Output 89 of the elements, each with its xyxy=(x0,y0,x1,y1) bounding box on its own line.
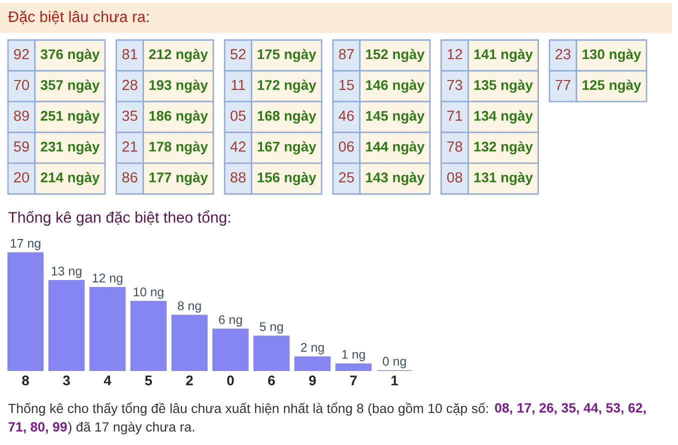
data-label: 13 ng xyxy=(52,266,82,278)
data-label: 0 ng xyxy=(382,356,406,368)
bar xyxy=(294,356,331,371)
data-label: 193 ngày xyxy=(149,80,208,93)
category-label: 46 xyxy=(338,110,354,121)
x-tick-label: 7 xyxy=(350,376,357,386)
data-label: 132 ngày xyxy=(474,141,533,154)
category-label: 81 xyxy=(122,48,138,60)
data-label: 186 ngày xyxy=(149,110,208,124)
data-label: 141 ngày xyxy=(474,48,533,62)
data-label: 134 ngày xyxy=(474,110,533,124)
category-label: 21 xyxy=(122,141,138,152)
data-label: 172 ngày xyxy=(258,80,316,93)
category-label: 25 xyxy=(339,172,354,183)
text: 71, 80, 99 xyxy=(8,422,67,434)
category-label: 42 xyxy=(230,141,246,152)
category-label: 06 xyxy=(338,141,354,152)
x-tick-label: 4 xyxy=(104,376,112,386)
category-label: 77 xyxy=(556,80,570,90)
chart-title: Thống kê gan đặc biệt theo tổng: xyxy=(8,210,230,226)
data-label: 251 ngày xyxy=(40,110,100,124)
text: 08, 17, 26, 35, 44, 53, 62, xyxy=(495,403,646,415)
x-tick-label: 1 xyxy=(392,376,398,386)
data-label: 214 ngày xyxy=(40,172,100,186)
data-label: 5 ng xyxy=(260,322,283,334)
category-label: 28 xyxy=(122,80,138,90)
data-label: 6 ng xyxy=(218,315,242,327)
category-label: 89 xyxy=(14,110,29,121)
bar xyxy=(171,314,208,371)
data-label: 143 ngày xyxy=(366,172,425,186)
category-label: 11 xyxy=(232,80,245,90)
x-tick-label: 8 xyxy=(22,376,29,386)
text: Đặc biệt lâu chưa ra: xyxy=(8,10,148,24)
x-tick-label: 9 xyxy=(309,376,316,386)
bar xyxy=(130,300,167,371)
text: ) đã 17 ngày chưa ra. xyxy=(68,422,194,434)
x-tick-label: 3 xyxy=(62,376,70,386)
data-label: 167 ngày xyxy=(258,141,316,154)
bar xyxy=(48,280,85,371)
category-label: 05 xyxy=(230,110,246,121)
category-label: 23 xyxy=(556,48,570,60)
data-label: 212 ngày xyxy=(149,48,208,62)
data-label: 10 ng xyxy=(134,287,164,299)
bar xyxy=(7,252,44,371)
data-label: 8 ng xyxy=(178,301,201,313)
category-label: 88 xyxy=(230,172,246,183)
category-label: 73 xyxy=(447,80,462,90)
x-tick-label: 6 xyxy=(268,376,275,386)
data-label: 178 ngày xyxy=(149,141,208,154)
bar xyxy=(335,363,372,371)
data-label: 2 ng xyxy=(300,343,324,354)
category-label: 20 xyxy=(14,172,30,183)
category-label: 86 xyxy=(122,172,138,183)
data-label: 156 ngày xyxy=(258,172,316,186)
data-label: 17 ng xyxy=(10,239,40,250)
text: Thống kê cho thấy tổng đề lâu chưa xuất hiện nhất là tổng 8 (bao gồm 10 cặp số: xyxy=(8,402,488,416)
data-label: 376 ngày xyxy=(40,48,100,62)
data-label: 1 ng xyxy=(342,350,365,362)
data-label: 231 ngày xyxy=(40,141,100,154)
data-label: 168 ngày xyxy=(258,110,316,124)
data-label: 145 ngày xyxy=(366,110,425,124)
data-label: 152 ngày xyxy=(366,48,425,62)
data-label: 135 ngày xyxy=(474,80,533,93)
category-label: 70 xyxy=(14,80,30,90)
bar xyxy=(212,328,249,371)
category-label: 15 xyxy=(339,80,354,90)
category-label: 52 xyxy=(230,48,246,60)
category-label: 71 xyxy=(447,110,462,121)
x-tick-label: 0 xyxy=(227,376,234,386)
category-label: 87 xyxy=(338,48,354,60)
data-label: 131 ngày xyxy=(474,172,533,186)
data-label: 357 ngày xyxy=(40,80,100,93)
data-label: 125 ngày xyxy=(582,80,642,93)
bar xyxy=(253,336,290,371)
data-label: 177 ngày xyxy=(149,172,208,186)
category-label: 08 xyxy=(447,172,462,183)
data-label: 175 ngày xyxy=(258,48,316,62)
x-tick-label: 5 xyxy=(145,376,152,386)
x-tick-label: 2 xyxy=(186,376,193,386)
category-label: 12 xyxy=(448,48,462,60)
data-label: 130 ngày xyxy=(582,48,642,62)
bar xyxy=(89,287,126,371)
data-label: 146 ngày xyxy=(366,80,425,93)
category-label: 59 xyxy=(14,141,29,152)
category-label: 35 xyxy=(122,110,138,121)
data-label: 144 ngày xyxy=(366,141,425,154)
category-label: 78 xyxy=(447,141,462,152)
data-label: 12 ng xyxy=(92,274,122,285)
category-label: 92 xyxy=(14,48,29,60)
